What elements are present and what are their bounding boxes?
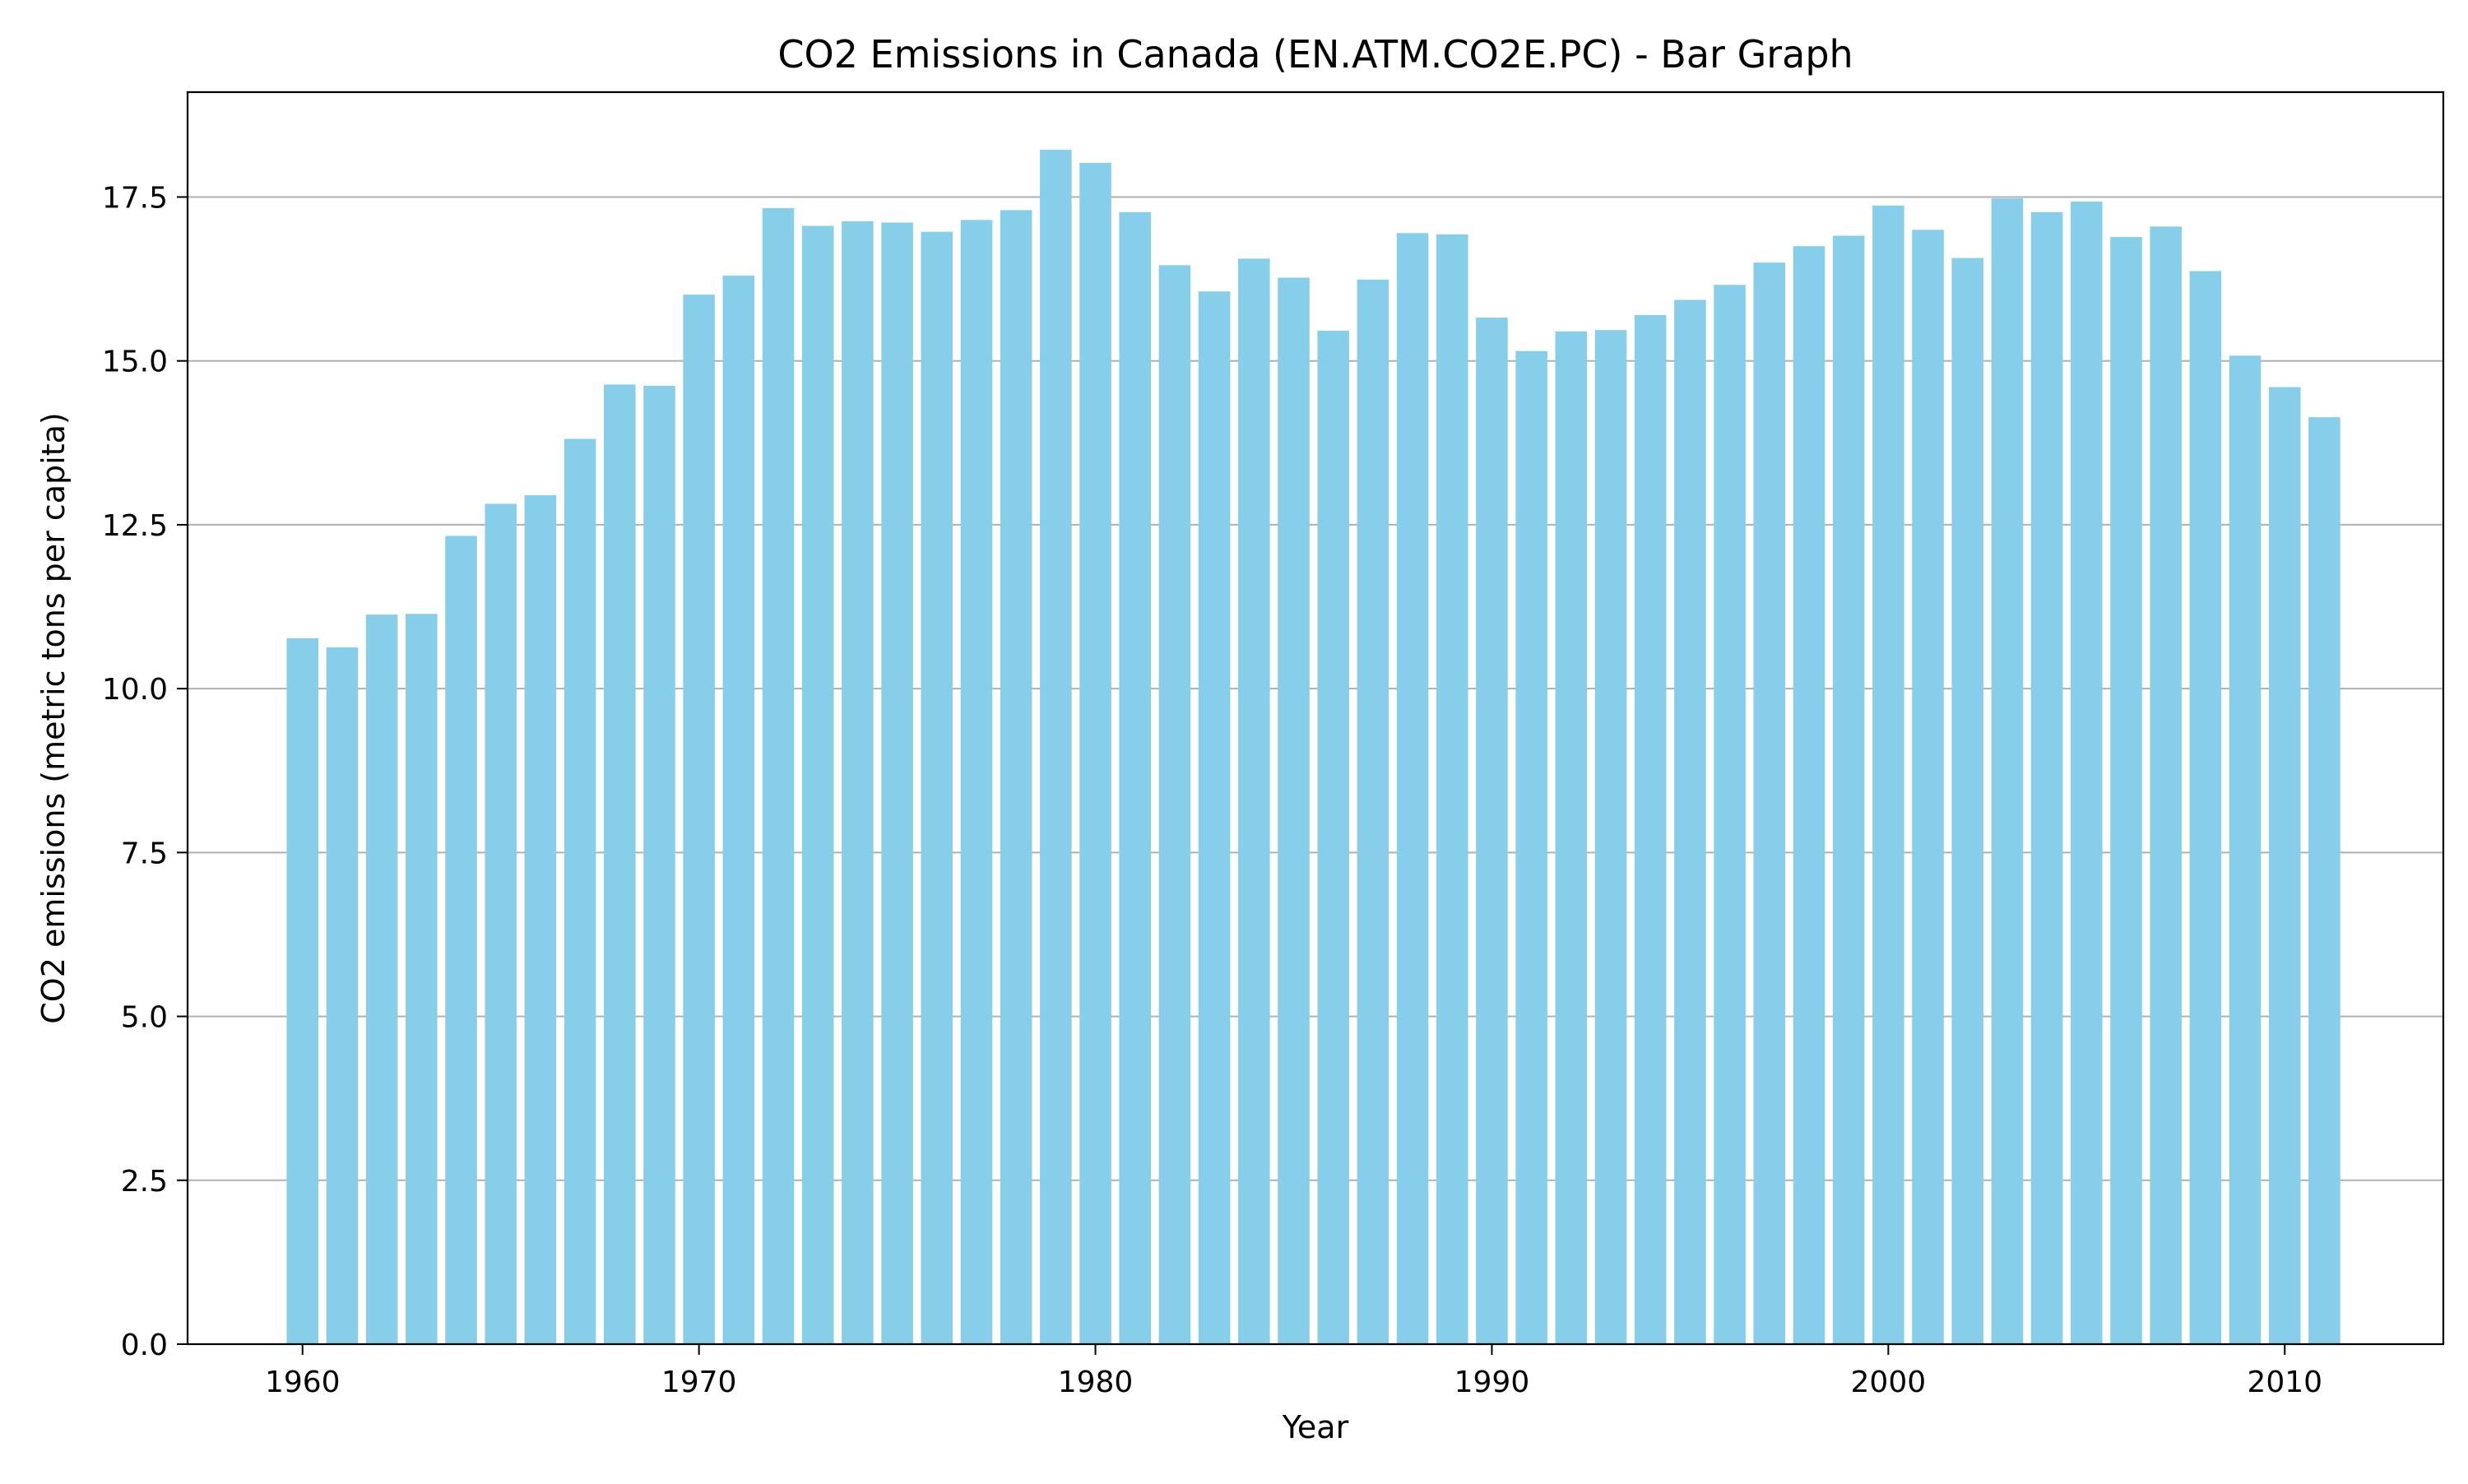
bar	[445, 536, 477, 1344]
bar	[643, 385, 675, 1344]
x-tick-label: 1980	[1058, 1366, 1134, 1399]
bar	[1594, 330, 1627, 1345]
bar	[1198, 291, 1231, 1345]
bar	[1832, 235, 1865, 1344]
bar	[1000, 210, 1032, 1344]
bar	[1317, 331, 1349, 1345]
x-tick-label: 2010	[2247, 1366, 2322, 1399]
y-tick-label: 7.5	[121, 837, 168, 870]
bar	[1634, 314, 1667, 1345]
bar	[406, 614, 438, 1344]
bar	[683, 294, 715, 1345]
bar	[2150, 226, 2182, 1345]
bar	[801, 225, 834, 1344]
bar	[1951, 257, 1983, 1344]
bar	[881, 222, 913, 1345]
bar	[2308, 417, 2340, 1344]
bar	[485, 503, 517, 1344]
bar	[603, 384, 636, 1345]
y-tick-label: 5.0	[121, 1001, 168, 1035]
y-tick-label: 15.0	[102, 345, 168, 379]
bar	[2071, 202, 2103, 1344]
y-tick-label: 10.0	[102, 673, 168, 707]
bar	[1753, 262, 1786, 1345]
bar	[524, 495, 557, 1344]
plot-frame	[186, 90, 2445, 1346]
bars	[286, 150, 2340, 1345]
bar	[1793, 246, 1825, 1345]
x-axis-label: Year	[1282, 1409, 1349, 1445]
y-tick-label: 2.5	[121, 1165, 168, 1199]
bar	[2110, 237, 2142, 1345]
chart-title: CO2 Emissions in Canada (EN.ATM.CO2E.PC)…	[777, 32, 1853, 77]
bar	[564, 438, 596, 1344]
bar	[1476, 318, 1508, 1344]
y-tick-label: 17.5	[102, 181, 168, 215]
bar	[365, 614, 398, 1344]
bar	[960, 220, 993, 1344]
axis-ticks: 1960 1970 1980 1990 2000 2010 0.0 2.5 5.0 7.5 10.0…	[102, 181, 2322, 1399]
bar	[1714, 285, 1746, 1345]
grid-lines	[188, 196, 2443, 1345]
x-tick-label: 1960	[265, 1366, 341, 1399]
y-tick-label: 12.5	[102, 509, 168, 543]
bar	[1040, 150, 1072, 1345]
bar	[1396, 233, 1429, 1345]
bar	[2189, 271, 2222, 1344]
bar	[1238, 258, 1270, 1344]
bar	[1515, 350, 1547, 1344]
bar	[1555, 331, 1588, 1344]
bar	[1674, 299, 1706, 1344]
bar	[1079, 163, 1111, 1344]
bar	[1872, 205, 1904, 1344]
bar	[842, 220, 874, 1344]
bar	[2268, 387, 2301, 1344]
x-tick-label: 2000	[1851, 1366, 1927, 1399]
x-tick-label: 1970	[661, 1366, 737, 1399]
x-tick-label: 1990	[1454, 1366, 1530, 1399]
bar	[1991, 198, 2024, 1345]
bar	[2030, 211, 2063, 1344]
bar	[1278, 277, 1310, 1344]
bar	[326, 647, 359, 1344]
bar	[1436, 234, 1468, 1344]
bar	[1912, 230, 1944, 1344]
bar	[921, 231, 953, 1344]
bar	[1119, 211, 1152, 1344]
bar	[2229, 355, 2262, 1344]
bar	[1158, 265, 1191, 1345]
bar	[722, 276, 755, 1345]
y-tick-label: 0.0	[121, 1329, 168, 1362]
bar	[1357, 279, 1389, 1344]
y-axis-label: CO2 emissions (metric tons per capita)	[35, 412, 72, 1023]
bar	[762, 208, 795, 1345]
bar	[286, 638, 319, 1344]
